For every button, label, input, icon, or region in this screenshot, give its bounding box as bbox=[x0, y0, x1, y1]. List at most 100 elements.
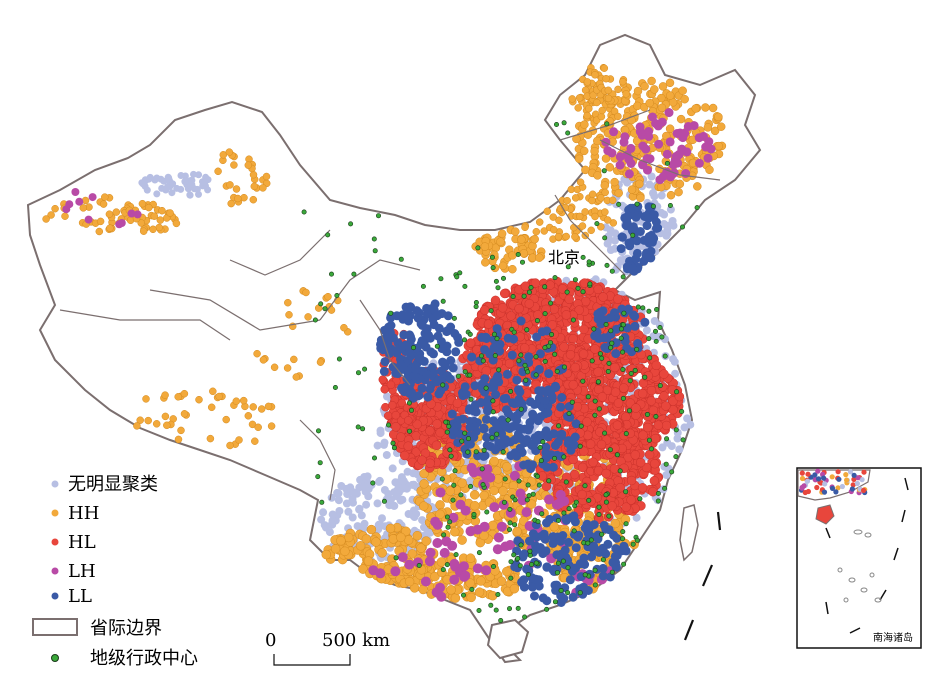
hl-cluster-dot bbox=[378, 375, 388, 384]
ll-cluster-dot bbox=[410, 364, 420, 374]
no_cluster-cluster-dot bbox=[412, 510, 421, 518]
hl-cluster-dot bbox=[649, 476, 660, 486]
no_cluster-cluster-dot bbox=[348, 513, 357, 522]
ll-cluster-dot bbox=[515, 443, 525, 453]
hh-cluster-dot bbox=[574, 104, 582, 112]
hh-cluster-dot bbox=[608, 196, 617, 205]
ll-cluster-dot bbox=[380, 357, 390, 367]
ll-cluster-dot bbox=[542, 518, 551, 528]
hh-cluster-dot bbox=[678, 86, 687, 95]
hh-cluster-dot bbox=[47, 211, 55, 219]
hh-cluster-dot bbox=[292, 373, 301, 381]
hh-cluster-dot bbox=[476, 576, 486, 586]
ll-cluster-dot bbox=[425, 384, 435, 394]
lh-cluster-dot bbox=[460, 570, 471, 581]
hh-cluster-dot bbox=[270, 363, 279, 372]
ll-cluster-dot bbox=[525, 417, 535, 427]
hl-cluster-dot bbox=[399, 450, 410, 461]
no_cluster-cluster-dot bbox=[610, 244, 619, 253]
hh-cluster-dot bbox=[155, 223, 163, 232]
hh-cluster-dot bbox=[575, 94, 584, 102]
hh-cluster-dot bbox=[675, 179, 685, 189]
hl-cluster-dot bbox=[644, 449, 655, 460]
lh-cluster-dot bbox=[459, 561, 469, 572]
hh-cluster-dot bbox=[593, 98, 601, 107]
hh-cluster-dot bbox=[591, 212, 599, 221]
ll-cluster-dot bbox=[564, 537, 574, 547]
no_cluster-cluster-dot bbox=[662, 231, 671, 240]
hl-cluster-dot bbox=[568, 333, 578, 344]
lh-cluster-dot bbox=[654, 139, 664, 149]
hh-cluster-dot bbox=[106, 224, 114, 232]
hh-cluster-dot bbox=[166, 209, 174, 217]
no_cluster-cluster-dot bbox=[153, 174, 161, 182]
hh-cluster-dot bbox=[457, 535, 467, 545]
hh-cluster-dot bbox=[600, 181, 610, 190]
hh-cluster-dot bbox=[446, 585, 456, 595]
hh-cluster-dot bbox=[302, 288, 310, 297]
hh-cluster-dot bbox=[658, 82, 668, 91]
lh-cluster-dot bbox=[71, 188, 80, 196]
lh-cluster-dot bbox=[694, 158, 704, 168]
hh-cluster-dot bbox=[466, 592, 476, 603]
hh-cluster-dot bbox=[244, 412, 253, 420]
hl-cluster-dot bbox=[598, 292, 608, 302]
hl-cluster-dot bbox=[431, 440, 442, 451]
ll-cluster-dot bbox=[519, 460, 529, 470]
hh-cluster-dot bbox=[563, 196, 571, 205]
hh-cluster-dot bbox=[226, 181, 234, 189]
lh-cluster-dot bbox=[607, 148, 617, 158]
hh-cluster-dot bbox=[244, 161, 253, 169]
hh-cluster-dot bbox=[214, 167, 222, 176]
hl-cluster-dot bbox=[519, 343, 530, 353]
hh-cluster-dot bbox=[230, 161, 238, 169]
ll-cluster-dot bbox=[611, 349, 621, 359]
hh-cluster-dot bbox=[614, 85, 622, 94]
hh-cluster-dot bbox=[180, 410, 189, 418]
no_cluster-cluster-dot bbox=[647, 172, 656, 181]
lh-cluster-dot bbox=[75, 197, 84, 206]
hl-cluster-dot bbox=[597, 392, 608, 402]
ll-cluster-dot bbox=[632, 236, 642, 246]
lh-cluster-dot bbox=[88, 193, 97, 202]
hh-cluster-dot bbox=[645, 98, 654, 108]
hh-cluster-dot bbox=[554, 232, 563, 241]
ll-cluster-dot bbox=[479, 424, 489, 434]
ll-cluster-dot bbox=[540, 396, 550, 405]
ll-cluster-dot bbox=[429, 320, 439, 330]
hh-cluster-dot bbox=[470, 500, 480, 511]
taiwan-outline bbox=[679, 504, 699, 562]
lh-cluster-dot bbox=[449, 558, 460, 569]
no_cluster-cluster-dot bbox=[388, 464, 397, 473]
no_cluster-cluster-dot bbox=[380, 440, 388, 449]
no_cluster-cluster-dot bbox=[680, 423, 689, 432]
hh-cluster-dot bbox=[222, 415, 230, 424]
ll-cluster-dot bbox=[584, 524, 594, 534]
ll-cluster-dot bbox=[401, 302, 411, 312]
hh-cluster-dot bbox=[416, 543, 426, 553]
ll-cluster-dot bbox=[616, 244, 626, 254]
hh-cluster-dot bbox=[371, 537, 381, 547]
hl-cluster-dot bbox=[506, 311, 516, 321]
hh-cluster-dot bbox=[502, 461, 512, 472]
ll-cluster-dot bbox=[565, 575, 575, 585]
no_cluster-cluster-dot bbox=[188, 180, 196, 188]
ll-cluster-dot bbox=[557, 429, 567, 439]
hl-cluster-dot bbox=[619, 383, 629, 393]
ll-cluster-dot bbox=[450, 329, 460, 338]
hh-cluster-dot bbox=[321, 549, 332, 560]
lh-cluster-dot bbox=[619, 137, 629, 147]
no_cluster-cluster-dot bbox=[186, 191, 194, 199]
hl-cluster-dot bbox=[383, 411, 393, 421]
hh-cluster-dot bbox=[511, 227, 520, 236]
ll-cluster-dot bbox=[528, 460, 537, 470]
no_cluster-cluster-dot bbox=[349, 498, 357, 507]
hh-cluster-dot bbox=[232, 397, 241, 405]
hh-cluster-dot bbox=[259, 356, 268, 364]
hl-cluster-dot bbox=[607, 501, 617, 511]
hh-cluster-dot bbox=[701, 103, 710, 112]
lh-cluster-dot bbox=[555, 489, 566, 500]
hh-cluster-dot bbox=[640, 82, 649, 91]
ll-cluster-dot bbox=[434, 389, 444, 399]
hh-cluster-dot bbox=[488, 520, 498, 531]
